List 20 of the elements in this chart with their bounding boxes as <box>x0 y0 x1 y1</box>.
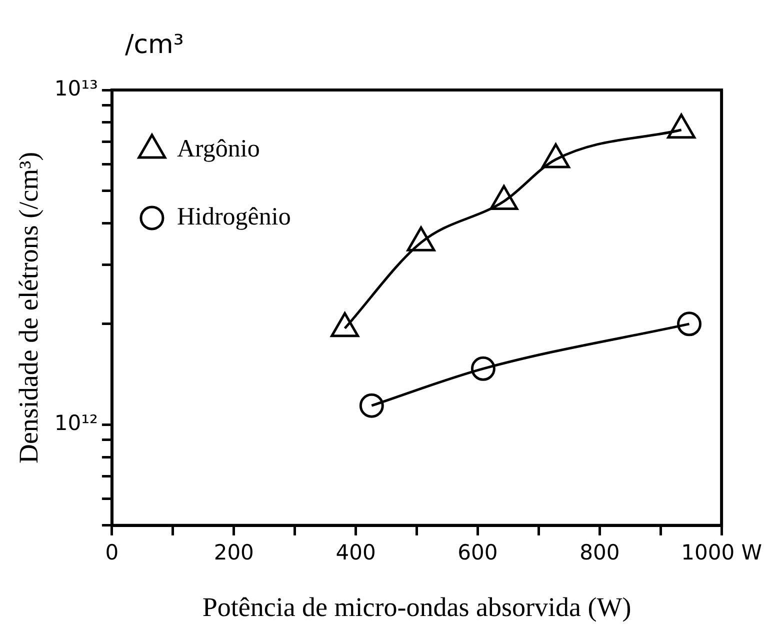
x-axis-title: Potência de micro-ondas absorvida (W) <box>202 592 632 622</box>
x-tick-label: 800 <box>580 540 620 564</box>
text: /cm³ <box>125 30 184 60</box>
point <box>490 185 518 210</box>
x-tick-label: 0 <box>105 540 119 564</box>
x-tick-label: 1000 W <box>681 540 762 564</box>
x-tick-label: 600 <box>458 540 498 564</box>
x-tick-label: 400 <box>336 540 376 564</box>
point <box>359 393 384 418</box>
x-tick-label: 200 <box>214 540 254 564</box>
point <box>470 356 496 381</box>
y-axis-title: Densidade de elétrons (/cm³) <box>13 152 44 464</box>
y-tick-label: 10¹³ <box>54 76 98 100</box>
y-tick-label: 10¹² <box>54 411 98 436</box>
point <box>542 143 570 168</box>
point <box>406 226 436 252</box>
legend-label: Argônio <box>176 136 260 163</box>
point <box>667 114 696 139</box>
legend-label: Hidrogênio <box>176 204 291 231</box>
point <box>677 312 702 336</box>
